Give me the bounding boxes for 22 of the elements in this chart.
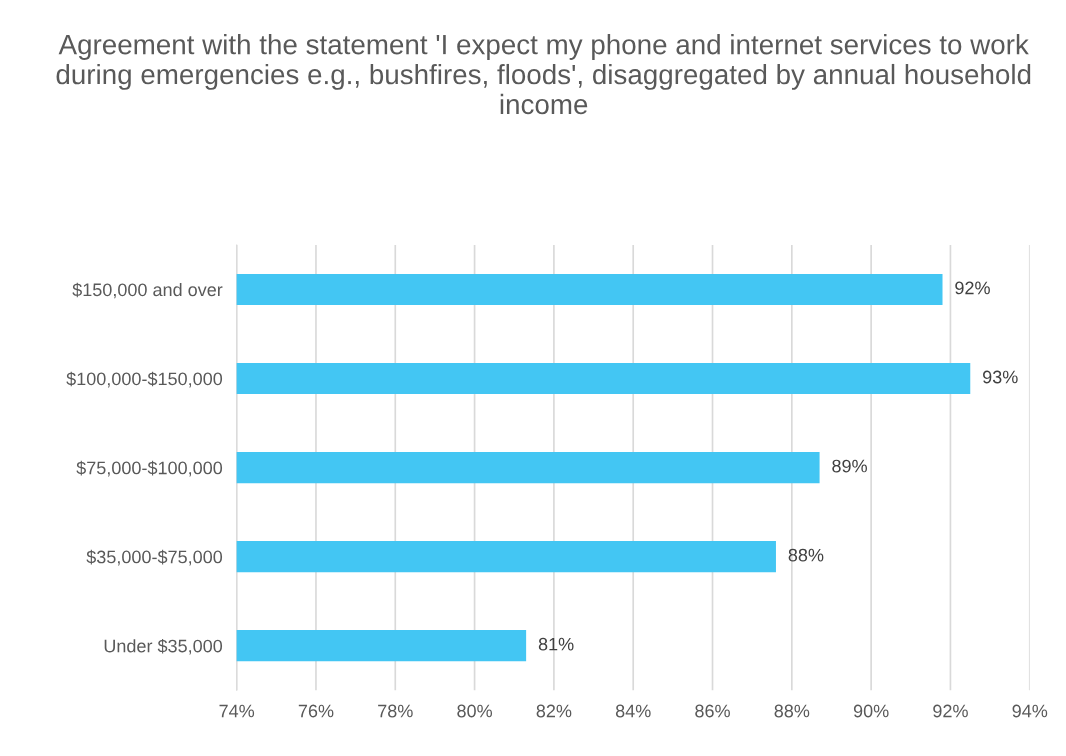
- x-tick-label: 92%: [933, 704, 968, 718]
- x-tick-label: 90%: [853, 704, 889, 718]
- y-tick-label: Under $35,000: [104, 638, 223, 655]
- x-tick-label: 86%: [695, 704, 730, 718]
- y-tick-label: $75,000-$100,000: [76, 460, 223, 477]
- chart-title: Agreement with the statement 'I expect my phone and internet services to work during emergencies e.g., bushfires, floods', disaggregated by annual household income: [56, 34, 1031, 115]
- y-tick-label: $150,000 and over: [72, 282, 223, 299]
- data-label: 93%: [983, 370, 1018, 384]
- y-tick-label: $35,000-$75,000: [86, 549, 223, 566]
- x-tick-label: 84%: [615, 704, 651, 718]
- x-tick-label: 94%: [1012, 704, 1048, 718]
- x-tick-label: 80%: [457, 704, 493, 718]
- data-label: 92%: [955, 281, 990, 295]
- data-label: 88%: [788, 548, 824, 562]
- y-tick-label: $100,000-$150,000: [66, 371, 223, 388]
- data-label: 89%: [832, 459, 867, 473]
- x-tick-label: 74%: [219, 704, 255, 718]
- x-tick-label: 76%: [298, 704, 334, 718]
- x-tick-label: 78%: [378, 704, 413, 718]
- x-tick-label: 88%: [774, 704, 810, 718]
- data-label: 81%: [538, 637, 574, 651]
- x-tick-label: 82%: [536, 704, 572, 718]
